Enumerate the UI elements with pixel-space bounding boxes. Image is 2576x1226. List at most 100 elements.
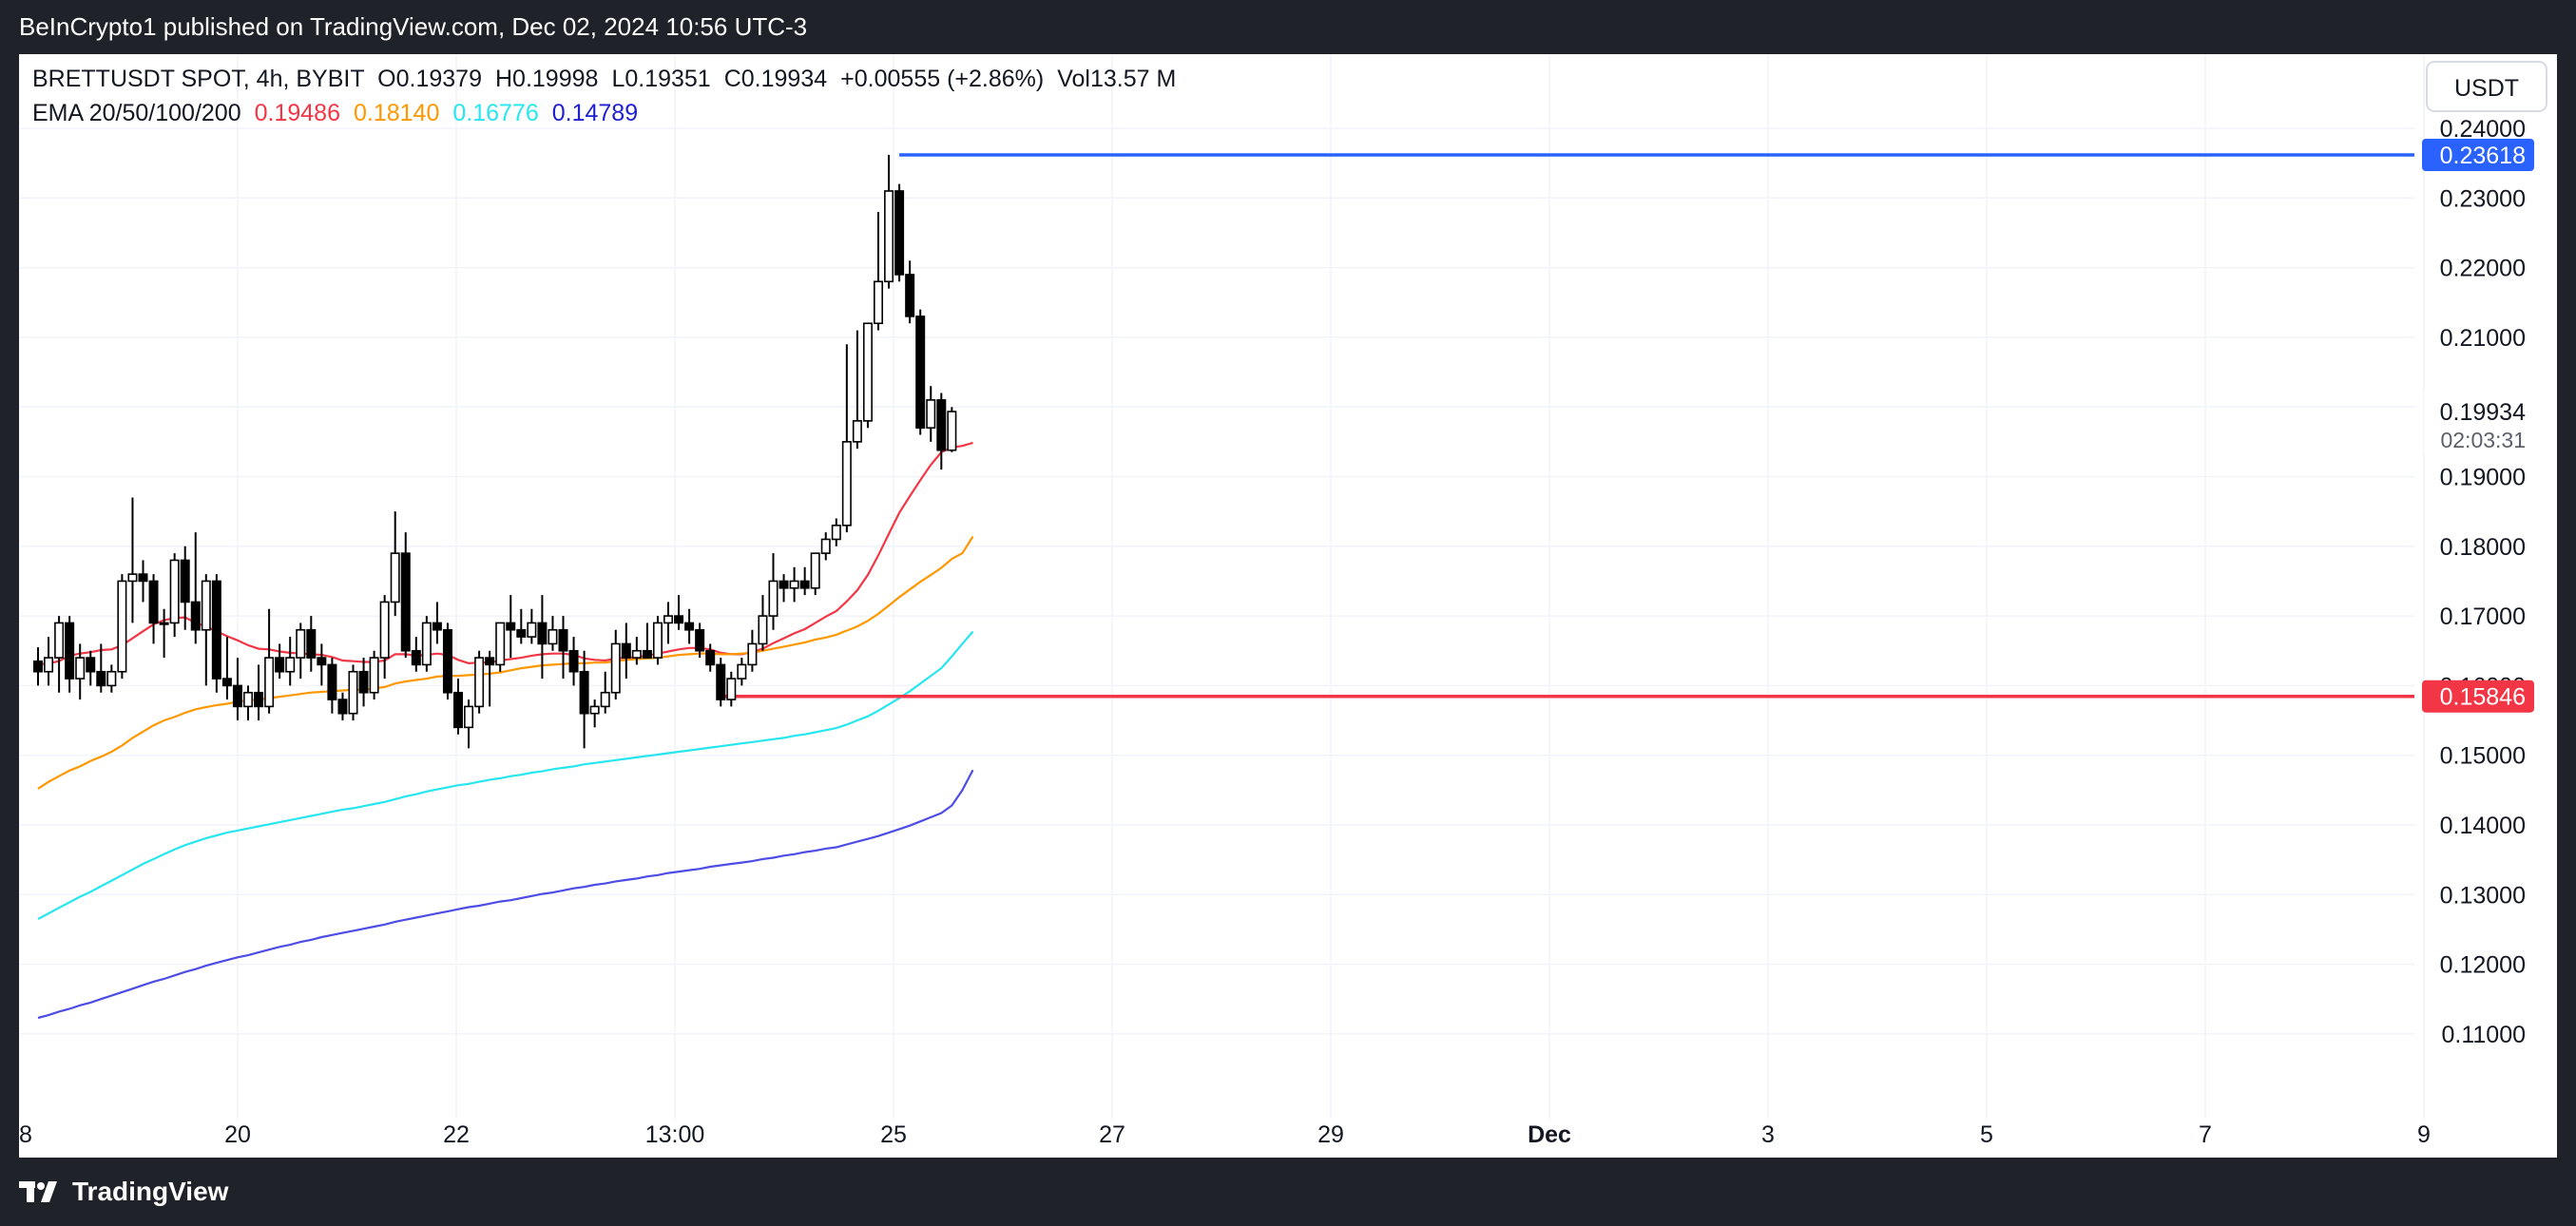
candle-body — [915, 316, 926, 429]
candle-body — [716, 663, 726, 700]
x-tick-label: 9 — [2417, 1121, 2431, 1148]
time-axis[interactable]: 18 20 22 13:00 25 27 29 Dec 3 5 7 9 — [6, 1121, 2431, 1148]
ema100-line — [37, 630, 974, 920]
candle — [852, 330, 862, 450]
candle-body — [65, 622, 75, 680]
candle-body — [537, 622, 548, 645]
candle-body — [190, 601, 201, 631]
x-tick-label: Dec — [1528, 1121, 1571, 1148]
tradingview-logo[interactable]: TradingView — [19, 1177, 228, 1207]
candle — [390, 511, 400, 617]
tradingview-brand-text: TradingView — [72, 1177, 229, 1206]
x-tick-label: 20 — [224, 1121, 251, 1148]
candle — [232, 658, 242, 721]
candle — [180, 546, 190, 630]
candle-body — [695, 628, 705, 652]
candle-body — [254, 691, 264, 708]
legend-high: H0.19998 — [495, 66, 598, 92]
candle — [254, 664, 264, 721]
candle — [579, 650, 589, 749]
candle-body — [243, 691, 254, 708]
candle-body — [621, 642, 631, 659]
candle — [862, 322, 873, 429]
candle — [568, 637, 579, 686]
candle — [527, 608, 537, 644]
publisher-text: BeInCrypto1 published on TradingView.com… — [19, 12, 808, 41]
ema200-line — [37, 769, 974, 1020]
y-tick-label: 0.12000 — [2440, 952, 2526, 979]
candle — [663, 602, 673, 644]
candle — [589, 699, 600, 728]
candle — [358, 658, 369, 707]
candle-body — [400, 552, 411, 652]
candle — [631, 637, 642, 665]
candle — [915, 309, 926, 435]
last-price-bg — [2424, 393, 2544, 452]
candle — [65, 616, 75, 693]
currency-button[interactable]: USDT — [2426, 61, 2547, 112]
candle-body — [674, 615, 684, 624]
candle-body — [337, 699, 348, 715]
chart-panel[interactable]: 0.110000.120000.130000.140000.150000.160… — [6, 54, 2557, 1158]
candle — [169, 553, 180, 638]
candle — [873, 211, 883, 331]
y-tick-label: 0.15000 — [2440, 743, 2526, 770]
candle-body — [737, 663, 747, 680]
resistance-label: 0.23618 — [2440, 143, 2526, 169]
candle-body — [127, 573, 138, 583]
candle — [548, 616, 558, 651]
candle — [810, 552, 820, 596]
x-tick-label: 25 — [880, 1121, 907, 1148]
candle-body — [221, 678, 232, 687]
candle-body — [106, 670, 117, 687]
candle — [285, 637, 296, 686]
candle — [884, 154, 894, 289]
candle — [379, 595, 390, 680]
candle — [779, 574, 789, 603]
candle-body — [852, 420, 862, 443]
candle-body — [432, 622, 442, 631]
candle-body — [452, 691, 463, 729]
candle — [747, 629, 758, 672]
legend-close: C0.19934 — [724, 66, 828, 92]
y-tick-label: 0.17000 — [2440, 603, 2526, 630]
candle-body — [169, 559, 180, 624]
y-tick-label: 0.18000 — [2440, 534, 2526, 561]
candle-body — [936, 399, 947, 451]
candle-body — [527, 622, 537, 638]
candle — [789, 566, 799, 603]
candle-body — [306, 628, 317, 659]
chart-svg[interactable]: 0.110000.120000.130000.140000.150000.160… — [6, 54, 2557, 1158]
candle — [369, 650, 379, 700]
candle-body — [495, 622, 506, 666]
candle-body — [652, 622, 663, 659]
candle-body — [779, 580, 789, 589]
candle — [506, 595, 516, 659]
legend-low: L0.19351 — [611, 66, 710, 92]
candle — [148, 574, 159, 644]
candle — [442, 623, 452, 700]
candle-body — [148, 580, 159, 624]
candle — [243, 685, 254, 721]
candle-body — [201, 580, 211, 631]
candle-body — [820, 538, 831, 554]
x-tick-label: 7 — [2199, 1121, 2212, 1148]
ema50-value: 0.18140 — [354, 100, 439, 126]
candle-body — [631, 649, 642, 659]
candle-body — [75, 657, 86, 680]
candle-body — [327, 663, 337, 700]
bottom-bar — [0, 1158, 2576, 1226]
candle-body — [726, 678, 737, 700]
candle — [54, 616, 65, 693]
legend-open: O0.19379 — [377, 66, 482, 92]
x-tick-label: 5 — [1980, 1121, 1993, 1148]
candle-body — [947, 411, 957, 451]
candle — [768, 553, 779, 630]
candle — [86, 650, 96, 686]
horizontal-levels[interactable] — [721, 153, 2414, 699]
price-axis[interactable]: 0.110000.120000.130000.140000.150000.160… — [2422, 116, 2544, 1048]
candle — [75, 643, 86, 700]
x-tick-label: 3 — [1761, 1121, 1775, 1148]
candle — [474, 650, 485, 714]
candle — [894, 183, 905, 282]
